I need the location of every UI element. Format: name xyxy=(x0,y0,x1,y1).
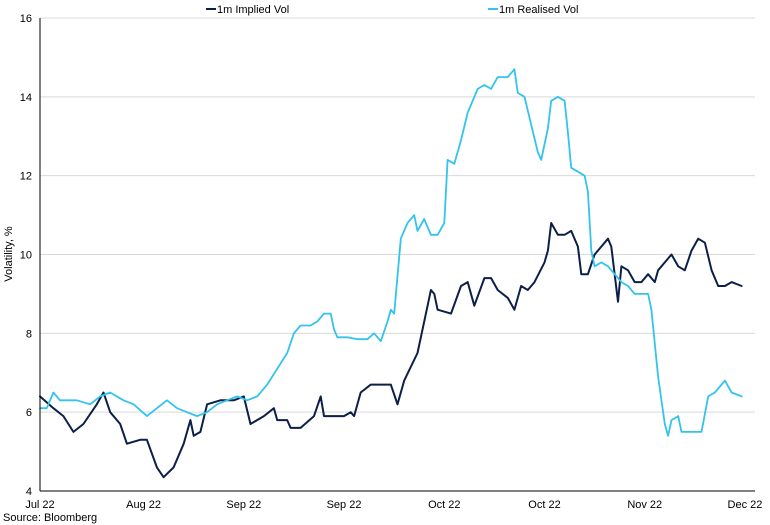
legend-label-implied: 1m Implied Vol xyxy=(217,4,289,16)
x-tick-label: Jul 22 xyxy=(25,499,54,511)
y-tick-label: 12 xyxy=(20,171,32,183)
x-tick-label: Sep 22 xyxy=(226,499,261,511)
x-tick-labels: Jul 22 Aug 22 Sep 22 Sep 22 Oct 22 Oct 22 Nov … xyxy=(25,499,762,511)
x-tick-label: Aug 22 xyxy=(126,499,161,511)
y-axis-title: Volatility, % xyxy=(3,226,15,282)
grid xyxy=(40,17,755,413)
axes xyxy=(39,18,755,492)
realised-vol-line xyxy=(39,68,743,437)
y-tick-label: 16 xyxy=(20,13,32,25)
implied-vol-line xyxy=(39,222,743,479)
legend: 1m Implied Vol 1m Realised Vol xyxy=(206,4,579,16)
y-tick-label: 6 xyxy=(26,407,32,419)
x-tick-label: Sep 22 xyxy=(327,499,362,511)
chart-series xyxy=(39,68,743,479)
y-tick-labels: 4 6 8 10 12 14 16 xyxy=(20,13,32,498)
x-tick-label: Dec 22 xyxy=(728,499,763,511)
y-tick-label: 10 xyxy=(20,250,32,262)
x-tick-label: Oct 22 xyxy=(528,499,560,511)
y-tick-label: 8 xyxy=(26,328,32,340)
source-note: Source: Bloomberg xyxy=(3,512,97,524)
y-tick-label: 4 xyxy=(26,486,32,498)
y-tick-label: 14 xyxy=(20,92,32,104)
x-tick-label: Oct 22 xyxy=(428,499,460,511)
x-tick-label: Nov 22 xyxy=(627,499,662,511)
legend-item-realised: 1m Realised Vol xyxy=(488,4,579,16)
legend-label-realised: 1m Realised Vol xyxy=(499,4,579,16)
legend-item-implied: 1m Implied Vol xyxy=(206,4,289,16)
